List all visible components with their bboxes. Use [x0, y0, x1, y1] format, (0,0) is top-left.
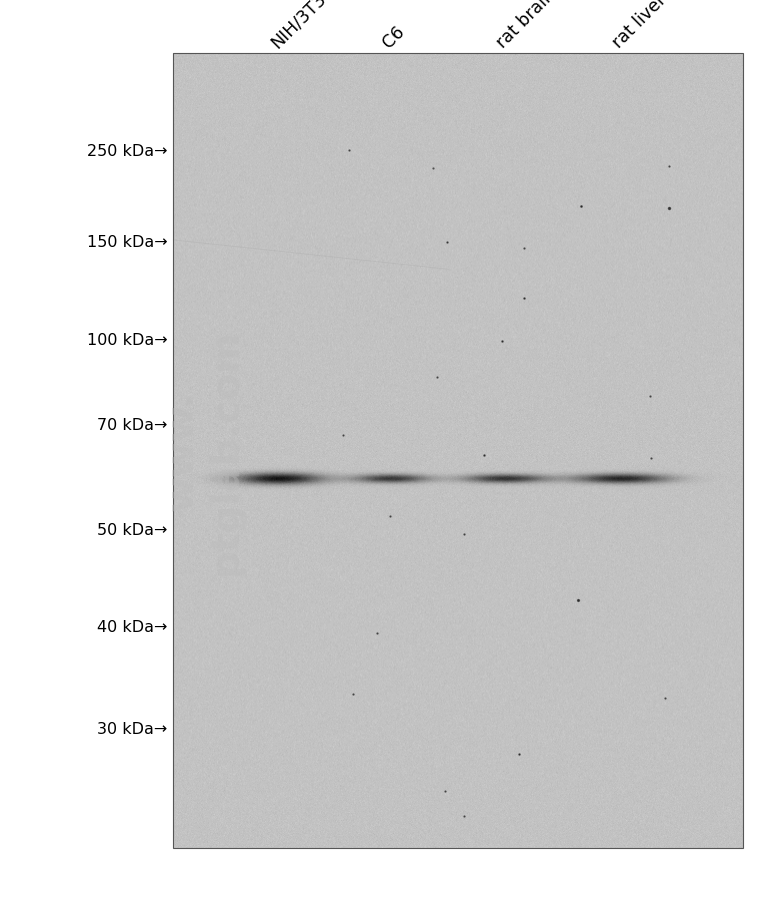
Text: 30 kDa→: 30 kDa→ [97, 722, 167, 736]
Bar [173, 54, 743, 848]
Text: 100 kDa→: 100 kDa→ [87, 332, 167, 347]
Text: 70 kDa→: 70 kDa→ [97, 418, 167, 432]
Text: 250 kDa→: 250 kDa→ [87, 143, 167, 159]
Text: C6: C6 [378, 23, 408, 51]
Text: rat brain: rat brain [492, 0, 559, 51]
Text: rat liver: rat liver [609, 0, 670, 51]
Text: NIH/3T3: NIH/3T3 [267, 0, 329, 51]
Text: 150 kDa→: 150 kDa→ [87, 235, 167, 250]
Text: 40 kDa→: 40 kDa→ [97, 620, 167, 635]
Text: 50 kDa→: 50 kDa→ [97, 523, 167, 538]
Text: www.
ptglab.com: www. ptglab.com [163, 327, 245, 575]
